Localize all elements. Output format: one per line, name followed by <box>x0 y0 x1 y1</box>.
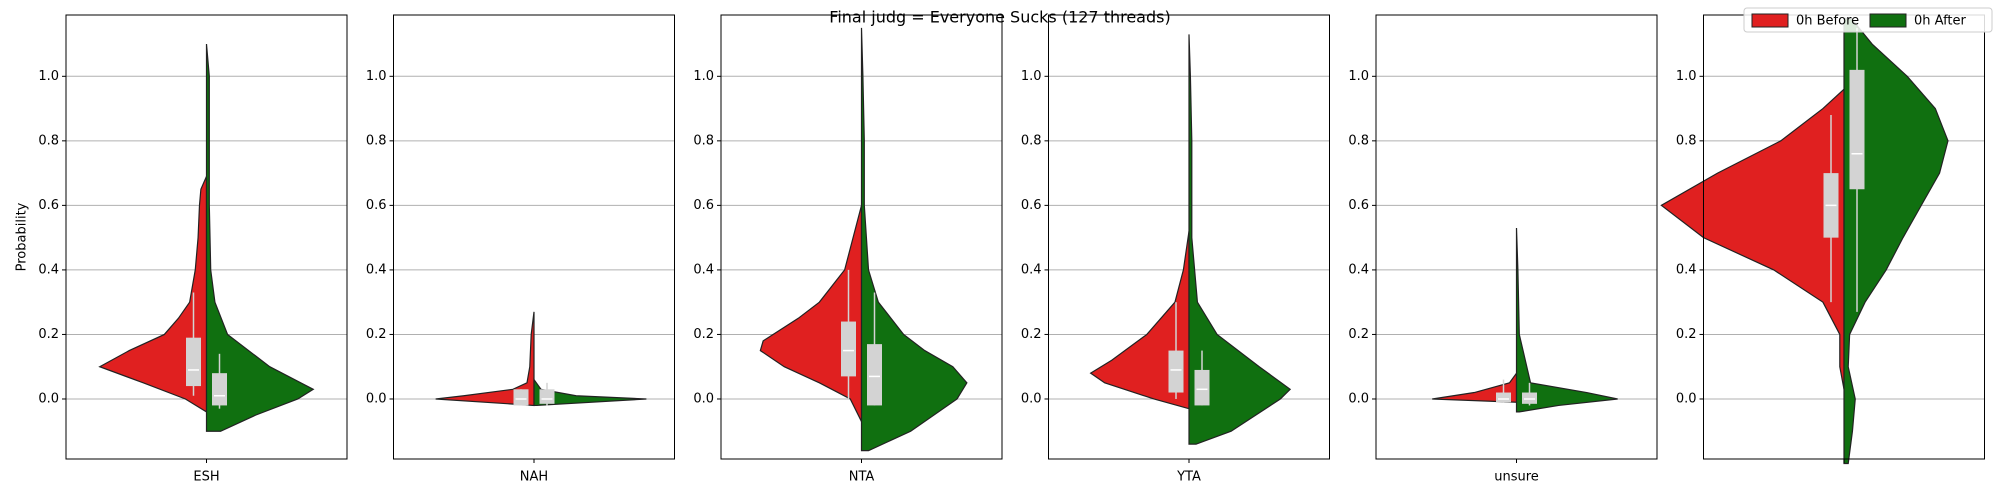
legend-label: 0h After <box>1914 14 1967 29</box>
y-tick-label: 0.2 <box>38 327 59 342</box>
y-tick-label: 1.0 <box>38 69 59 84</box>
y-tick-label: 0.0 <box>1676 391 1697 406</box>
y-tick-label: 0.8 <box>366 133 387 148</box>
y-tick-label: 0.8 <box>1021 133 1042 148</box>
y-tick-label: 0.8 <box>38 133 59 148</box>
y-tick-label: 0.0 <box>366 391 387 406</box>
y-tick-label: 0.6 <box>1021 198 1042 213</box>
panel: 0.0 0.2 0.4 0.6 0.8 1.0 NAH <box>366 14 675 485</box>
y-tick-label: 0.4 <box>1348 262 1369 277</box>
y-tick-label: 0.2 <box>1021 327 1042 342</box>
y-tick-label: 1.0 <box>366 69 387 84</box>
chart-title: Final judg = Everyone Sucks (127 threads… <box>829 8 1170 27</box>
box <box>212 373 227 406</box>
y-tick-label: 0.2 <box>366 327 387 342</box>
y-tick-label: 0.8 <box>693 133 714 148</box>
x-tick-label: YTA <box>1176 470 1201 485</box>
y-tick-label: 0.6 <box>366 198 387 213</box>
box <box>1168 350 1184 393</box>
x-tick-label: NTA <box>849 470 875 485</box>
legend-label: 0h Before <box>1796 14 1859 29</box>
panel: 0.0 0.2 0.4 0.6 0.8 1.0 YTA <box>1021 14 1330 485</box>
y-tick-label: 0.0 <box>693 391 714 406</box>
legend-swatch <box>1869 13 1907 28</box>
violin <box>1843 17 1949 465</box>
panel: 0.0 0.2 0.4 0.6 0.8 1.0 unsure <box>1348 14 1658 485</box>
box <box>1522 392 1537 404</box>
box <box>186 337 201 387</box>
violin <box>860 27 968 452</box>
x-tick-label: unsure <box>1494 470 1539 485</box>
y-tick-label: 0.2 <box>1676 327 1697 342</box>
box <box>841 321 856 377</box>
box <box>1496 392 1511 403</box>
y-tick-label: 0.6 <box>1348 198 1369 213</box>
plots: 0.0 0.2 0.4 0.6 0.8 1.0 ESH 0.0 0.2 0.4 0.6 0.8 1.0 N… <box>38 14 1985 485</box>
box <box>1849 69 1865 190</box>
box <box>867 344 882 406</box>
y-tick-label: 1.0 <box>1676 69 1697 84</box>
legend: 0h Before 0h After <box>1743 7 1993 33</box>
x-tick-label: NAH <box>520 470 548 485</box>
violin <box>1188 34 1292 445</box>
y-tick-label: 0.4 <box>38 262 59 277</box>
y-tick-label: 1.0 <box>1021 69 1042 84</box>
legend-swatch <box>1751 13 1789 28</box>
panel: 0.00.20.40.60.81.0 <box>1660 14 1985 465</box>
box <box>539 389 555 404</box>
y-tick-label: 0.6 <box>693 198 714 213</box>
y-tick-label: 0.0 <box>38 391 59 406</box>
box <box>513 389 529 406</box>
violin <box>98 176 208 413</box>
legend-box <box>1743 7 1993 33</box>
y-tick-label: 0.4 <box>1676 262 1697 277</box>
x-tick-label: ESH <box>193 470 219 485</box>
y-tick-label: 0.4 <box>366 262 387 277</box>
y-tick-label: 1.0 <box>693 69 714 84</box>
y-tick-label: 0.8 <box>1348 133 1369 148</box>
y-tick-label: 0.8 <box>1676 133 1697 148</box>
panel: 0.0 0.2 0.4 0.6 0.8 1.0 ESH <box>38 14 348 485</box>
y-tick-label: 0.6 <box>38 198 59 213</box>
y-axis-label: Probability <box>15 202 30 271</box>
y-tick-label: 0.4 <box>693 262 714 277</box>
panel: 0.0 0.2 0.4 0.6 0.8 1.0 NTA <box>693 14 1003 485</box>
y-tick-label: 0.0 <box>1021 391 1042 406</box>
y-tick-label: 0.2 <box>1348 327 1369 342</box>
y-tick-label: 0.2 <box>693 327 714 342</box>
y-tick-label: 0.4 <box>1021 262 1042 277</box>
violin <box>1660 88 1845 390</box>
y-tick-label: 1.0 <box>1348 69 1369 84</box>
y-tick-label: 0.0 <box>1348 391 1369 406</box>
violin <box>533 377 647 407</box>
box <box>1194 369 1210 406</box>
